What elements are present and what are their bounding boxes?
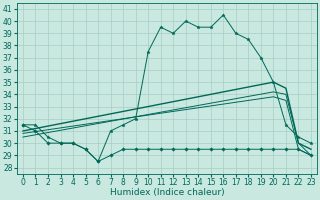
X-axis label: Humidex (Indice chaleur): Humidex (Indice chaleur) [110, 188, 224, 197]
